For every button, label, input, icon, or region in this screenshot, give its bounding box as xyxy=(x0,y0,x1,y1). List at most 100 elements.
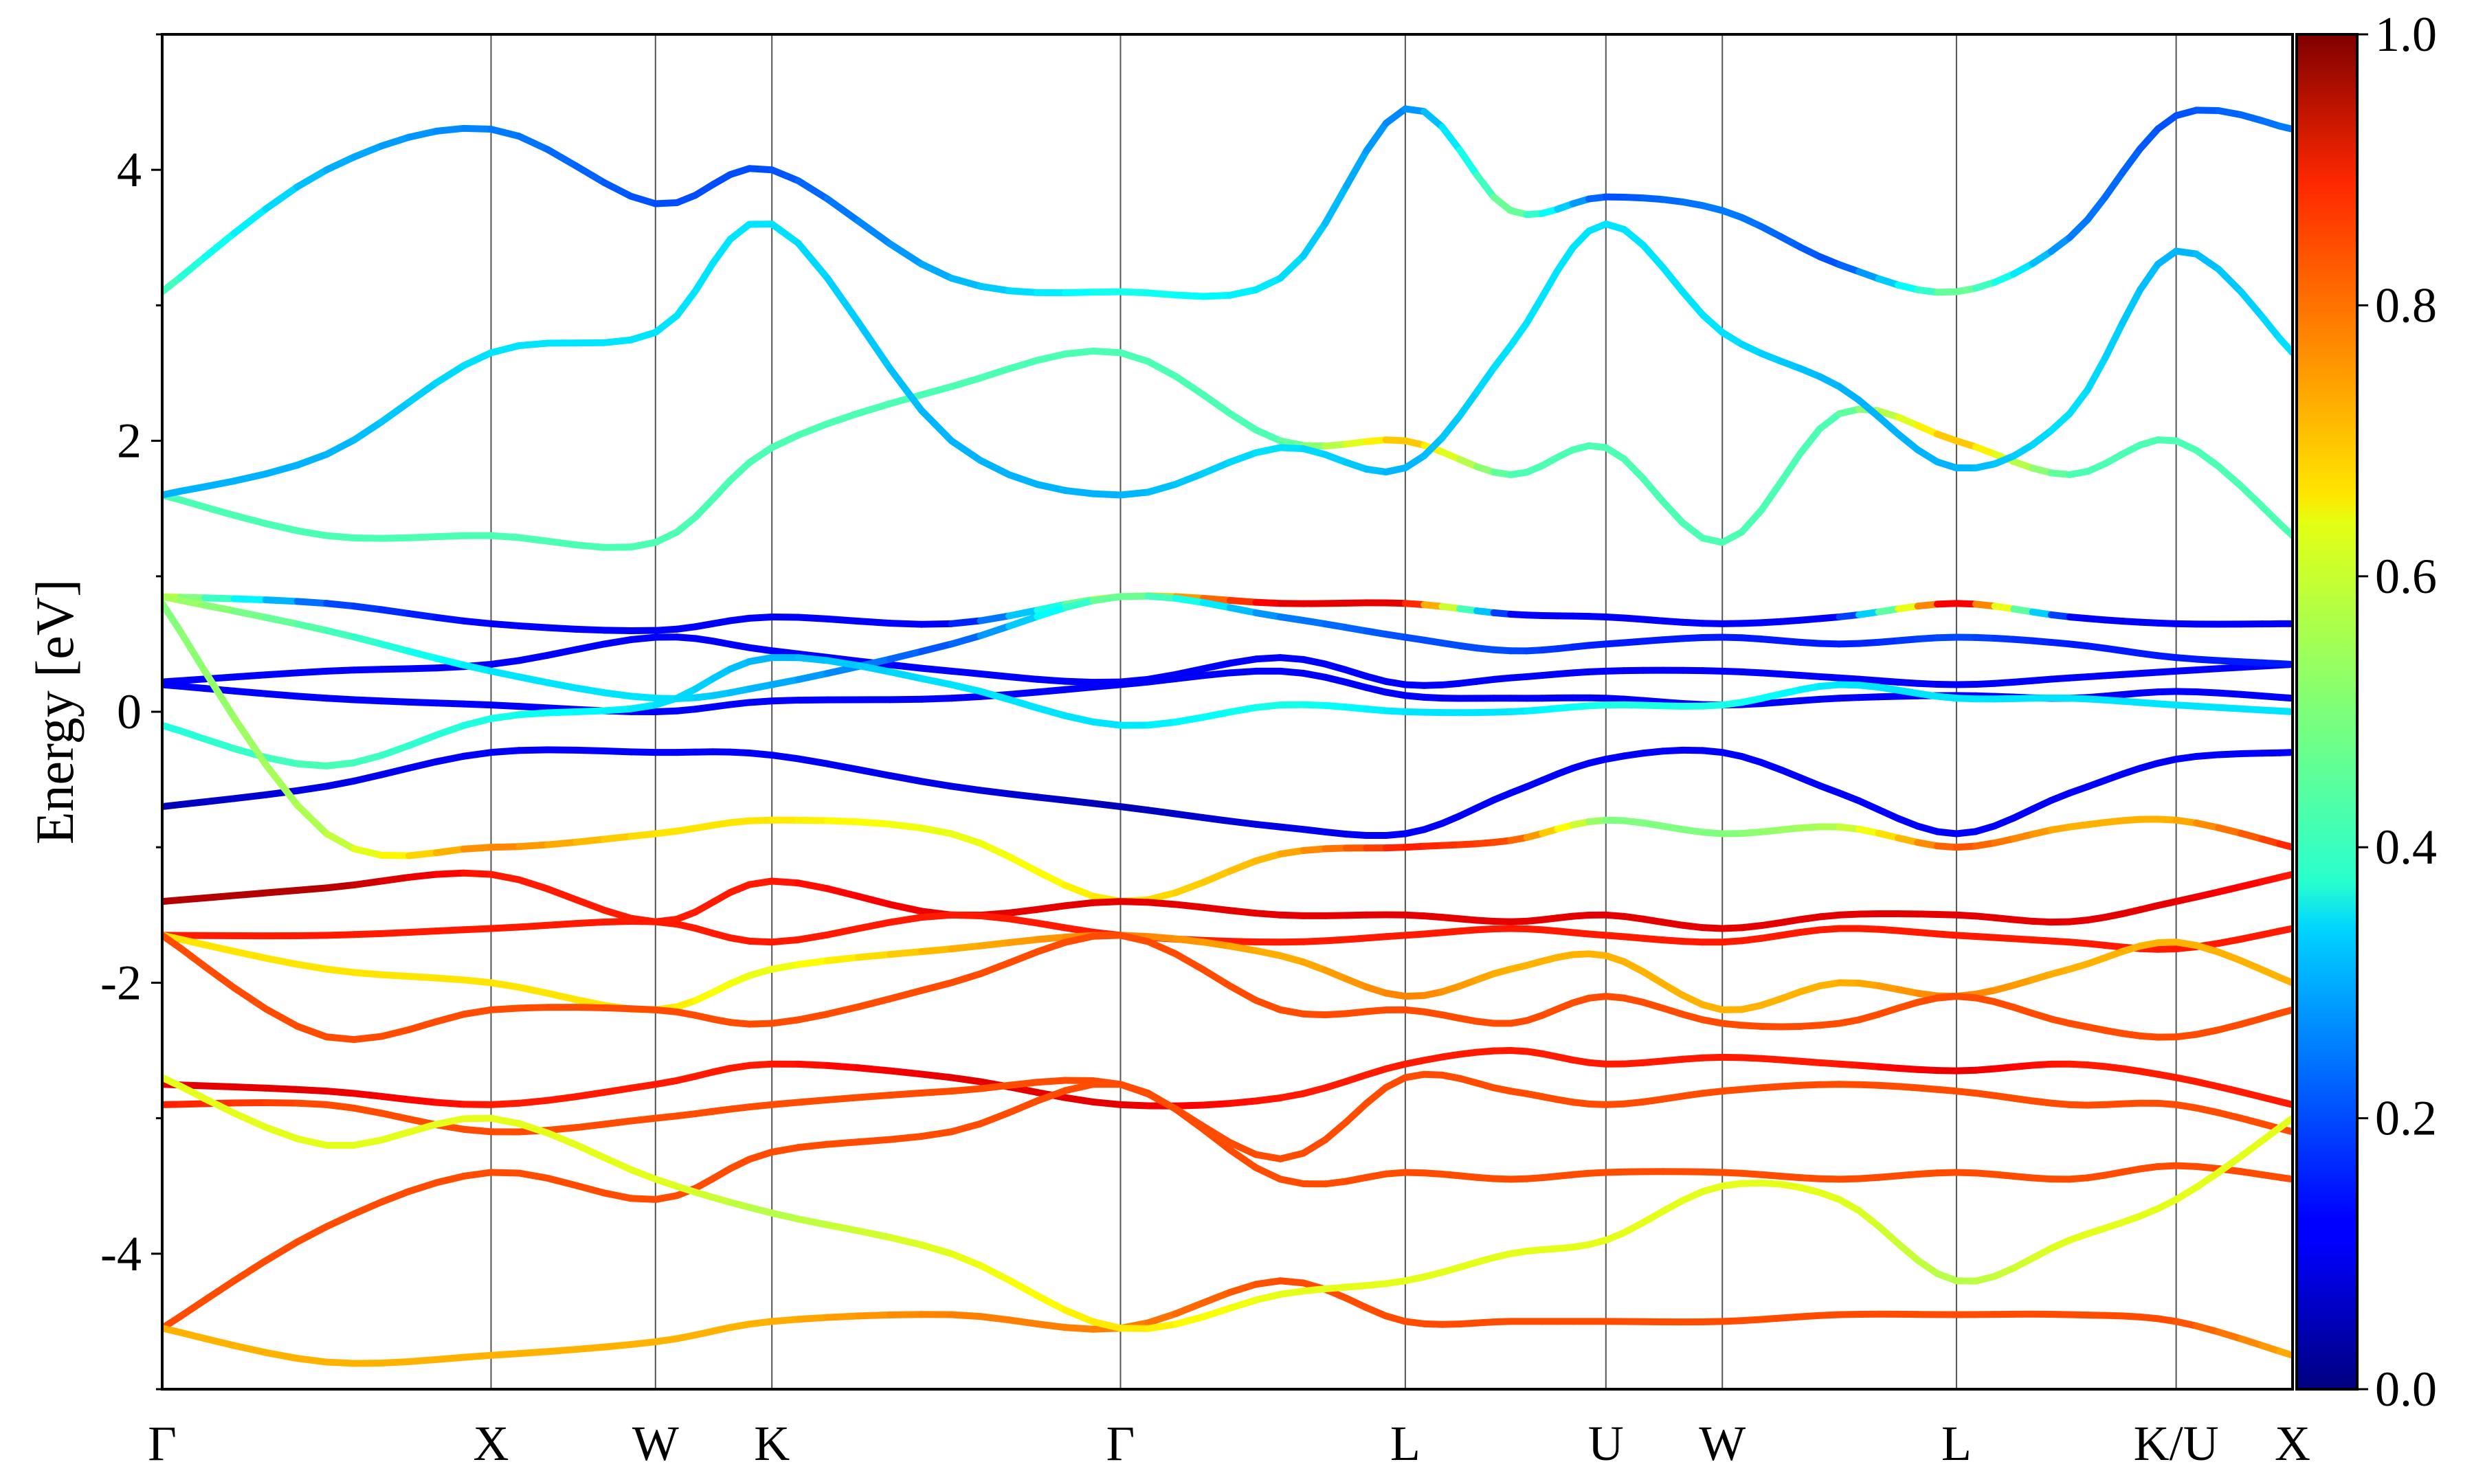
band-segment xyxy=(1322,1118,1350,1144)
band-segment xyxy=(2154,112,2180,133)
band-segment xyxy=(1322,1178,1350,1188)
band-segment xyxy=(917,911,955,921)
band-segment xyxy=(794,1096,832,1106)
band-segment xyxy=(293,1355,331,1366)
band-segment xyxy=(1005,1277,1041,1299)
band-segment xyxy=(2192,688,2222,697)
band-segment xyxy=(515,651,551,664)
band-segment xyxy=(977,282,1013,295)
band-segment xyxy=(1144,1090,1179,1113)
band-segment xyxy=(323,627,358,641)
band-segment xyxy=(794,957,832,968)
band-segment xyxy=(746,681,776,693)
band-segment xyxy=(323,881,358,892)
band-segment xyxy=(1895,815,1921,830)
band-segment xyxy=(177,1296,209,1320)
band-segment xyxy=(350,752,386,767)
band-8 xyxy=(162,221,2293,499)
band-segment xyxy=(887,648,925,663)
band-segment xyxy=(1836,261,1863,276)
band-segment xyxy=(2215,657,2244,666)
band-segment xyxy=(432,532,467,541)
band-segment xyxy=(1699,311,1726,336)
band-segment xyxy=(323,1358,358,1367)
band-segment xyxy=(1172,1105,1207,1133)
band-segment xyxy=(917,979,955,994)
band-segment xyxy=(746,644,776,655)
band-segment xyxy=(1300,845,1329,854)
band-segment xyxy=(1738,506,1765,536)
band-segment xyxy=(572,640,608,653)
band-segment xyxy=(162,932,184,952)
band-segment xyxy=(1089,347,1124,357)
band-segment xyxy=(378,1026,412,1040)
band-segment xyxy=(350,969,386,978)
band-segment xyxy=(1342,147,1370,190)
band-segment xyxy=(887,668,925,682)
plot-area: -4 -2 0 2 4 Γ X W K Γ L U W L K/U X Energy [eV] xyxy=(25,33,2310,1471)
band-segment xyxy=(177,936,209,949)
band-segment xyxy=(572,625,608,634)
band-segment xyxy=(2276,1173,2293,1183)
band-segment xyxy=(692,495,717,521)
band-segment xyxy=(405,698,440,707)
band-segment xyxy=(293,760,331,769)
band-segment xyxy=(2215,935,2244,947)
band-segment xyxy=(1855,268,1882,282)
band-segment xyxy=(1490,193,1515,214)
band-segment xyxy=(1172,470,1207,488)
band-segment xyxy=(1226,982,1260,1004)
band-segment xyxy=(350,771,386,785)
band-segment xyxy=(726,971,753,987)
band-segment xyxy=(323,931,358,939)
band-segment xyxy=(1602,444,1628,462)
band-segment xyxy=(1473,364,1497,396)
band-segment xyxy=(1490,342,1515,372)
band-segment xyxy=(2215,1020,2244,1034)
band-segment xyxy=(1252,609,1284,620)
band-segment xyxy=(460,349,495,370)
band-segment xyxy=(378,133,412,150)
band-segment xyxy=(1034,1087,1069,1105)
band-segment xyxy=(1226,449,1260,466)
band-segment xyxy=(1252,1151,1284,1162)
band-segment xyxy=(601,747,634,756)
band-segment xyxy=(2276,335,2293,357)
band-segment xyxy=(651,312,681,336)
band-segment xyxy=(350,1090,386,1100)
band-segment xyxy=(1757,478,1785,514)
band-segment xyxy=(855,766,894,779)
band-segment xyxy=(230,470,269,485)
band-segment xyxy=(1639,475,1667,505)
x-tick-label: L xyxy=(1390,1416,1420,1471)
band-segment xyxy=(572,1141,608,1161)
band-segment xyxy=(887,1089,925,1099)
band-segment xyxy=(824,760,862,774)
band-segment xyxy=(948,970,984,987)
band-segment xyxy=(917,1088,955,1097)
band-segment xyxy=(2237,829,2266,843)
band-segment xyxy=(515,1348,551,1358)
band-segment xyxy=(1144,899,1179,908)
band-segment xyxy=(627,693,659,702)
band-segment xyxy=(887,620,925,628)
band-segment xyxy=(948,1085,984,1095)
band-segment xyxy=(1172,1313,1207,1328)
band-segment xyxy=(1875,413,1902,438)
band-segment xyxy=(405,928,440,936)
band-segment xyxy=(1252,274,1284,293)
band-segment xyxy=(824,925,862,938)
band-segment xyxy=(2215,883,2244,896)
band-segment xyxy=(1252,1094,1284,1105)
band-segment xyxy=(948,437,984,464)
band-segment xyxy=(1062,712,1097,726)
band-segment xyxy=(432,1353,467,1363)
band-segment xyxy=(293,1223,331,1246)
band-segment xyxy=(162,274,184,295)
y-tick-label: 2 xyxy=(117,414,142,469)
band-segment xyxy=(1117,898,1152,906)
band-segment xyxy=(768,1209,802,1223)
band-segment xyxy=(627,328,659,344)
band-7 xyxy=(162,347,2293,551)
band-segment xyxy=(746,965,776,979)
